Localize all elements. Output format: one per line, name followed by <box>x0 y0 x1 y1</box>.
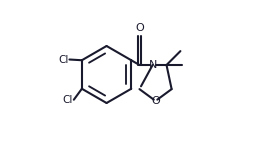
Text: Cl: Cl <box>63 95 73 105</box>
Text: Cl: Cl <box>58 55 69 65</box>
Text: N: N <box>148 60 157 70</box>
Text: O: O <box>135 23 144 33</box>
Text: O: O <box>151 96 160 106</box>
